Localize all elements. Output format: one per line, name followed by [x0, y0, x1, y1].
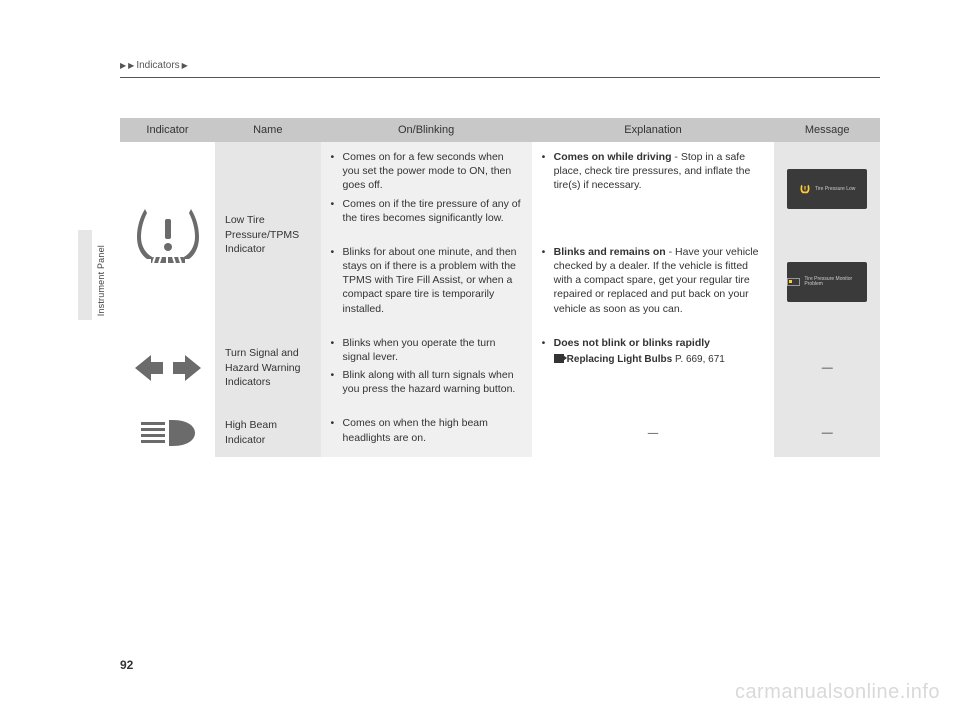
turn-msg: — [774, 328, 880, 409]
tpms-msg-1: Tire Pressure Low [774, 142, 880, 237]
highbeam-exp: — [532, 408, 775, 456]
highbeam-on: Comes on when the high beam headlights a… [321, 408, 532, 456]
bullet: Blinks and remains on - Have your vehicl… [542, 245, 765, 316]
thumb-text: Tire Pressure Monitor Problem [804, 277, 867, 288]
thumb-text: Tire Pressure Low [815, 187, 855, 193]
bullet: Comes on if the tire pressure of any of … [331, 197, 522, 225]
breadcrumb-section: Indicators [136, 60, 179, 71]
highbeam-msg: — [774, 408, 880, 456]
high-beam-icon [139, 418, 197, 448]
table-row: Low Tire Pressure/TPMS Indicator Comes o… [120, 142, 880, 237]
th-on: On/Blinking [321, 118, 532, 142]
exp-bold: Blinks and remains on [554, 246, 666, 258]
bullet: Comes on for a few seconds when you set … [331, 150, 522, 193]
bullet: Blinks when you operate the turn signal … [331, 336, 522, 364]
tpms-on-2: Blinks for about one minute, and then st… [321, 237, 532, 328]
chevron-right-icon: ▶ [128, 61, 134, 70]
table-row: High Beam Indicator Comes on when the hi… [120, 408, 880, 456]
table-header-row: Indicator Name On/Blinking Explanation M… [120, 118, 880, 142]
turn-on: Blinks when you operate the turn signal … [321, 328, 532, 409]
turn-name: Turn Signal and Hazard Warning Indicator… [215, 328, 321, 409]
indicators-table: Indicator Name On/Blinking Explanation M… [120, 118, 880, 457]
page-number: 92 [120, 658, 133, 672]
turn-signal-icon [135, 353, 201, 383]
tpms-name: Low Tire Pressure/TPMS Indicator [215, 142, 321, 328]
bullet: Does not blink or blinks rapidly [542, 336, 765, 350]
cross-reference: Replacing Light Bulbs P. 669, 671 [554, 354, 765, 365]
highbeam-name: High Beam Indicator [215, 408, 321, 456]
th-explanation: Explanation [532, 118, 775, 142]
message-thumb: Tire Pressure Low [787, 169, 867, 209]
watermark: carmanualsonline.info [735, 681, 940, 704]
tpms-icon-cell [120, 142, 215, 328]
message-thumb: Tire Pressure Monitor Problem [787, 262, 867, 302]
bullet: Blinks for about one minute, and then st… [331, 245, 522, 316]
reference-arrow-icon [554, 354, 564, 363]
ref-pages: P. 669, 671 [675, 354, 725, 365]
warning-mini-icon [787, 278, 800, 286]
breadcrumb: ▶ ▶ Indicators ▶ [120, 60, 880, 77]
tpms-icon [137, 207, 199, 263]
ref-label: Replacing Light Bulbs [567, 354, 673, 365]
th-indicator: Indicator [120, 118, 215, 142]
turn-exp: Does not blink or blinks rapidly Replaci… [532, 328, 775, 409]
chevron-right-icon: ▶ [182, 61, 188, 70]
tpms-exp-2: Blinks and remains on - Have your vehicl… [532, 237, 775, 328]
tpms-msg-2: Tire Pressure Monitor Problem [774, 237, 880, 328]
turn-icon-cell [120, 328, 215, 409]
th-name: Name [215, 118, 321, 142]
th-message: Message [774, 118, 880, 142]
divider [120, 77, 880, 78]
table-row: Turn Signal and Hazard Warning Indicator… [120, 328, 880, 409]
exp-bold: Comes on while driving [554, 151, 672, 163]
bullet: Blink along with all turn signals when y… [331, 368, 522, 396]
bullet: Comes on while driving - Stop in a safe … [542, 150, 765, 193]
chevron-right-icon: ▶ [120, 61, 126, 70]
exp-bold: Does not blink or blinks rapidly [554, 337, 710, 349]
highbeam-icon-cell [120, 408, 215, 456]
tpms-mini-icon [799, 183, 811, 195]
tpms-on-1: Comes on for a few seconds when you set … [321, 142, 532, 237]
bullet: Comes on when the high beam headlights a… [331, 416, 522, 444]
tpms-exp-1: Comes on while driving - Stop in a safe … [532, 142, 775, 237]
page-content: ▶ ▶ Indicators ▶ Indicator Name On/Blink… [90, 60, 880, 457]
